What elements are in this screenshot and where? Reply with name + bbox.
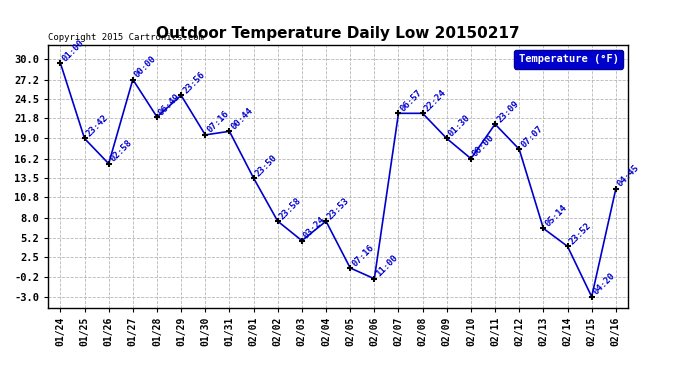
Text: 23:52: 23:52 [567,221,593,246]
Text: 07:07: 07:07 [519,124,544,149]
Text: 06:57: 06:57 [398,88,424,113]
Text: 04:20: 04:20 [591,272,617,297]
Text: 03:24: 03:24 [302,215,327,241]
Text: 00:00: 00:00 [132,54,158,80]
Text: 00:00: 00:00 [471,133,496,159]
Text: 22:24: 22:24 [422,88,448,113]
Text: 00:44: 00:44 [229,106,255,131]
Text: 11:00: 11:00 [374,254,400,279]
Text: 23:56: 23:56 [181,70,206,95]
Title: Outdoor Temperature Daily Low 20150217: Outdoor Temperature Daily Low 20150217 [157,26,520,41]
Text: 02:58: 02:58 [109,138,134,164]
Text: 04:45: 04:45 [615,164,641,189]
Text: 23:50: 23:50 [254,153,279,178]
Legend: Temperature (°F): Temperature (°F) [514,50,622,69]
Text: 05:14: 05:14 [544,203,569,228]
Text: 23:58: 23:58 [277,196,303,221]
Text: 23:53: 23:53 [326,196,351,221]
Text: Copyright 2015 Cartronics.com: Copyright 2015 Cartronics.com [48,33,204,42]
Text: 06:49: 06:49 [157,92,182,117]
Text: 01:30: 01:30 [447,113,472,138]
Text: 07:16: 07:16 [206,110,230,135]
Text: 07:16: 07:16 [350,243,375,268]
Text: 23:42: 23:42 [85,113,110,138]
Text: 01:00: 01:00 [61,38,86,63]
Text: 23:09: 23:09 [495,99,520,124]
